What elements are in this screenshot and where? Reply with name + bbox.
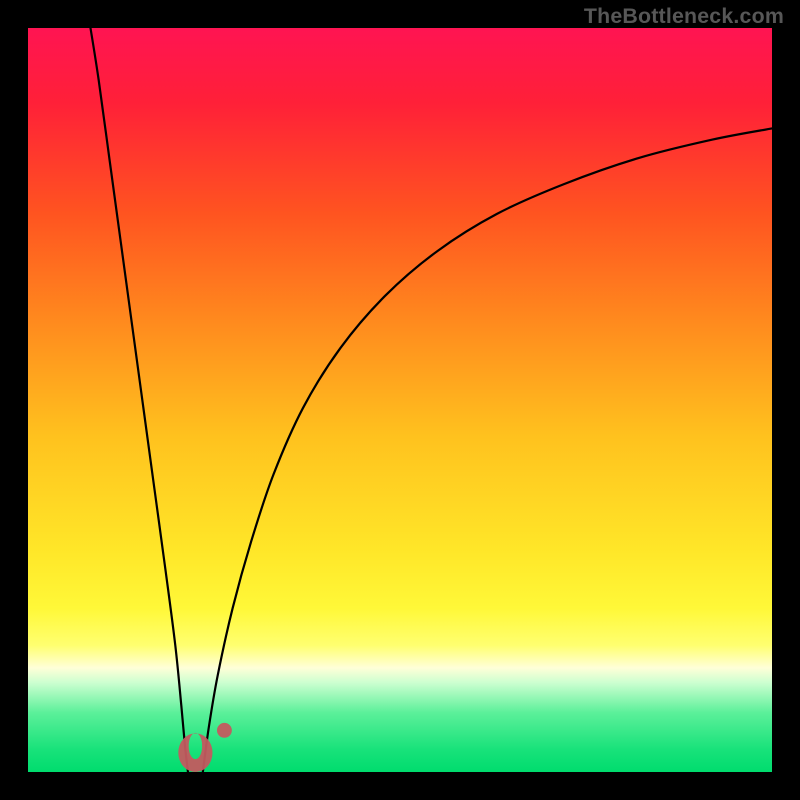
bottleneck-chart [0,0,800,800]
plot-gradient-background [28,28,772,772]
watermark-label: TheBottleneck.com [584,4,784,29]
figure-root: TheBottleneck.com [0,0,800,800]
marker-dot [217,723,232,738]
